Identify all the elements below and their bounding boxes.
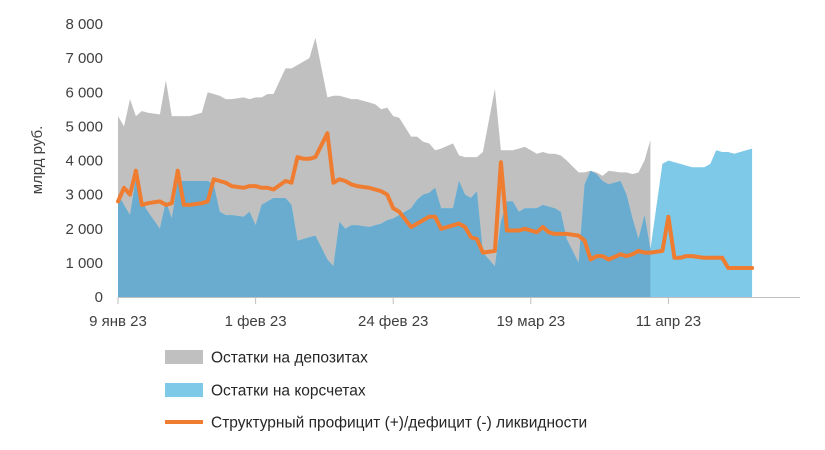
line-series-group bbox=[116, 131, 755, 270]
x-tick-label: 24 фев 23 bbox=[358, 313, 428, 330]
y-tick-label: 5 000 bbox=[65, 118, 103, 135]
x-tick-label: 9 янв 23 bbox=[89, 313, 147, 330]
y-tick-label: 4 000 bbox=[65, 153, 103, 170]
legend-label-corr: Остатки на корсчетах bbox=[211, 383, 366, 400]
legend-swatch-deposits bbox=[165, 350, 203, 364]
area-series-group bbox=[118, 37, 753, 297]
plot-area bbox=[116, 37, 755, 297]
y-axis-title: млрд руб. bbox=[29, 126, 46, 195]
y-tick-label: 1 000 bbox=[65, 255, 103, 272]
x-tick-label: 19 мар 23 bbox=[496, 313, 565, 330]
x-tick-label: 1 фев 23 bbox=[225, 313, 287, 330]
y-tick-label: 3 000 bbox=[65, 187, 103, 204]
y-axis: 0 1 000 2 000 3 000 4 000 5 000 6 000 7 000 8 00… bbox=[65, 16, 103, 306]
legend: Остатки на депозитах Остатки на корсчета… bbox=[165, 350, 587, 432]
series-structural-line bbox=[116, 131, 755, 270]
legend-label-deposits: Остатки на депозитах bbox=[211, 350, 368, 367]
y-tick-label: 2 000 bbox=[65, 221, 103, 238]
x-axis: 9 янв 23 1 фев 23 24 фев 23 19 мар 23 11 апр… bbox=[89, 297, 800, 330]
y-tick-label: 0 bbox=[95, 289, 103, 306]
legend-swatch-corr bbox=[165, 383, 203, 397]
y-tick-label: 8 000 bbox=[65, 16, 103, 33]
legend-label-structural: Структурный профицит (+)/дефицит (-) лик… bbox=[211, 415, 587, 432]
y-tick-label: 7 000 bbox=[65, 50, 103, 67]
y-tick-label: 6 000 bbox=[65, 84, 103, 101]
x-tick-label: 11 апр 23 bbox=[636, 313, 701, 330]
